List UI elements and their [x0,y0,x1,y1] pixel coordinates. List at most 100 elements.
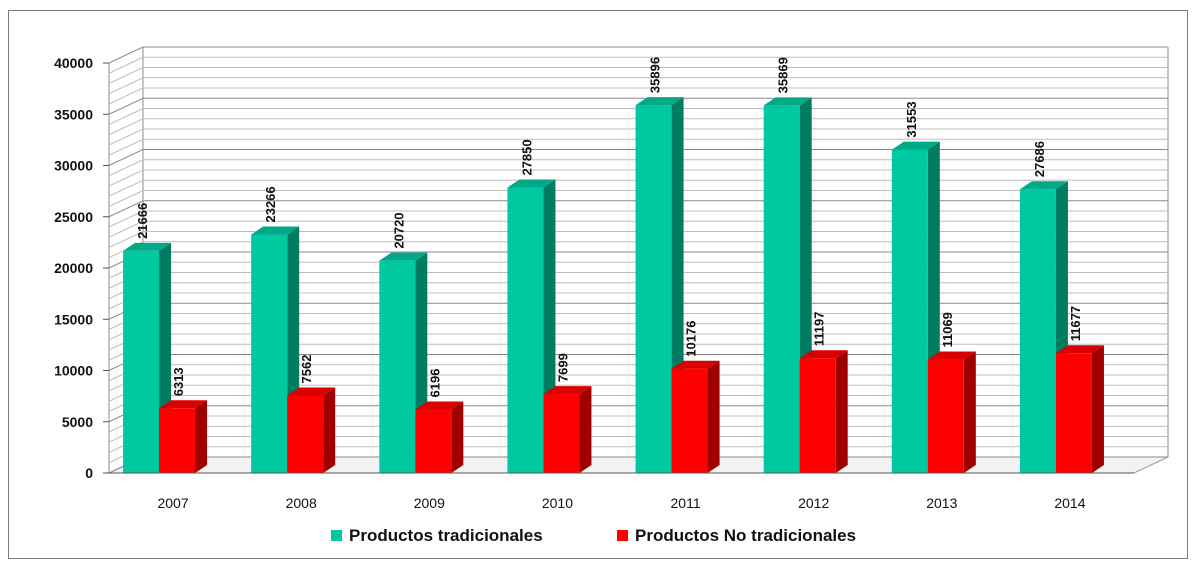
bar-top [251,226,300,235]
bar-side [707,360,720,473]
minor-gridline [108,67,1168,84]
bar-front [635,105,672,473]
minor-gridline [108,77,1168,95]
minor-gridline [108,179,1168,197]
bar-top [671,360,720,369]
bar-top [763,97,812,106]
bar-top [123,242,172,251]
legend-item: Productos No tradicionales [617,526,856,545]
y-axis-ticks: 0 5000 10000 15000 20000 25000 30000 35000 40000 [54,55,109,481]
bar-top [507,179,556,188]
bar-side [195,400,208,473]
bar-side [323,387,336,473]
data-label: 11197 [812,312,827,347]
bar-side [579,386,592,473]
bar-top [635,97,684,106]
chart-svg: 0 5000 10000 15000 20000 25000 30000 35000 40000… [54,46,1169,545]
bar-top [287,387,336,396]
minor-gridline [108,190,1168,207]
data-label: 27850 [519,139,534,175]
bar-front [415,409,452,473]
data-label: 31553 [904,101,919,137]
minor-gridline [108,241,1168,259]
x-tick-label: 2012 [798,495,829,511]
bar-no-tradicionales [159,400,208,473]
bar-side [451,401,464,473]
bar-front [159,408,196,473]
x-axis-ticks: 2007 2008 2009 2010 2011 2012 2013 2014 [109,472,1134,511]
bar-tradicionales [123,242,172,473]
bar-top [1055,345,1104,354]
legend-label: Productos No tradicionales [635,526,856,545]
legend-item: Productos tradicionales [331,526,543,545]
minor-gridline [108,138,1168,156]
bars: 21666 6313 23266 7562 20720 6196 27850 7699 3589… [123,57,1104,474]
y-tick-label: 25000 [54,209,93,225]
bar-front [379,260,416,473]
y-tick-label: 30000 [54,158,93,174]
major-gridline [108,46,1168,64]
legend-label: Productos tradicionales [349,526,543,545]
y-tick-label: 20000 [54,260,93,276]
minor-gridline [108,87,1168,105]
data-label: 7562 [299,355,314,384]
data-label: 7699 [555,353,570,382]
y-tick-label: 5000 [62,414,93,430]
bar-top [379,252,428,261]
x-tick-label: 2007 [157,495,188,511]
minor-gridline [108,128,1168,146]
minor-gridline [108,169,1168,187]
y-tick-label: 40000 [54,55,93,71]
x-tick-label: 2014 [1054,495,1085,511]
bar-top [1019,181,1068,190]
bar-front [507,187,544,473]
bar-no-tradicionales [799,350,848,473]
minor-gridline [108,159,1168,177]
bar-side [835,350,848,473]
bar-front [1055,353,1092,473]
bar-front [927,359,964,473]
bar-top [891,141,940,150]
major-gridline [108,200,1168,218]
bar-side [1091,345,1104,473]
data-label: 35869 [776,57,791,93]
y-tick-label: 15000 [54,311,93,327]
bar-no-tradicionales [543,386,592,473]
bar-top [927,351,976,360]
minor-gridline [108,231,1168,248]
data-label: 6196 [427,369,442,398]
bar-top [799,350,848,359]
data-label: 11069 [940,312,955,347]
major-gridline [108,149,1168,166]
data-label: 20720 [391,212,406,248]
data-label: 23266 [263,186,278,222]
data-label: 35896 [648,57,663,93]
y-tick-label: 10000 [54,363,93,379]
bar-no-tradicionales [671,360,720,473]
data-label: 6313 [171,367,186,396]
data-label: 10176 [684,321,699,357]
bar-front [763,105,800,474]
bar-top [415,401,464,410]
bar-front [287,395,324,473]
bar-front [251,234,288,473]
data-label: 11677 [1068,306,1083,341]
bar-no-tradicionales [927,351,976,473]
bar-no-tradicionales [1055,345,1104,473]
legend: Productos tradicionales Productos No trad… [331,526,856,545]
bar-no-tradicionales [287,387,336,473]
minor-gridline [108,108,1168,125]
minor-gridline [108,118,1168,136]
bar-front [543,394,580,473]
chart-frame: 0 5000 10000 15000 20000 25000 30000 35000 40000… [8,10,1188,559]
bar-tradicionales [891,141,940,473]
bar-no-tradicionales [415,401,464,473]
data-label: 21666 [135,203,150,239]
x-tick-label: 2008 [286,495,317,511]
y-tick-label: 0 [85,465,93,481]
x-tick-label: 2010 [542,495,573,511]
y-tick-label: 35000 [54,106,93,122]
data-label: 27686 [1032,141,1047,177]
bar-front [123,250,160,473]
bar-side [963,351,976,473]
